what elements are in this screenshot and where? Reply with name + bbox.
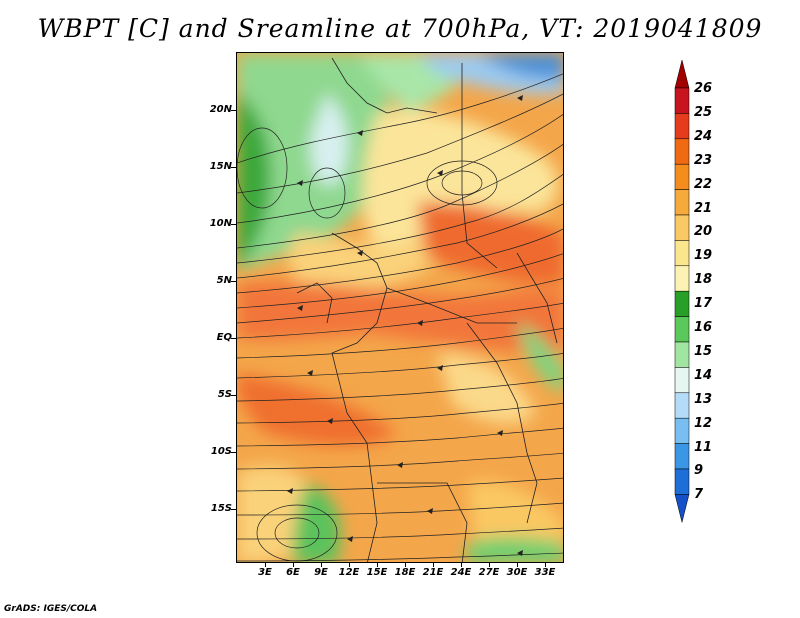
lon-tick <box>433 563 434 567</box>
lon-tick <box>545 563 546 567</box>
colorbar-cell <box>674 163 690 190</box>
lat-tick <box>231 338 236 339</box>
colorbar-label: 22 <box>694 176 713 192</box>
lon-label-12e: 12E <box>338 567 360 578</box>
colorbar-cell <box>674 189 690 216</box>
lat-label-15n: 15N <box>209 161 232 172</box>
lat-tick <box>231 167 236 168</box>
colorbar-cell <box>674 290 690 317</box>
lon-label-3e: 3E <box>258 567 272 578</box>
lon-tick <box>377 563 378 567</box>
lat-label-5s: 5S <box>217 389 232 400</box>
lon-label-21e: 21E <box>422 567 444 578</box>
colorbar-cell <box>674 113 690 140</box>
grads-credit: GrADS: IGES/COLA <box>4 604 98 614</box>
colorbar-cell <box>674 138 690 165</box>
lon-tick <box>265 563 266 567</box>
colorbar-cell <box>674 87 690 114</box>
colorbar-label: 20 <box>694 224 713 240</box>
colorbar-cell <box>674 367 690 394</box>
lat-tick <box>231 281 236 282</box>
colorbar-label: 19 <box>694 248 713 264</box>
colorbar-label: 26 <box>694 81 713 96</box>
colorbar-label: 24 <box>694 128 713 144</box>
colorbar-cell <box>674 443 690 470</box>
colorbar-cell <box>674 265 690 292</box>
map-plot-area <box>236 52 564 563</box>
colorbar-label: 16 <box>694 320 713 336</box>
colorbar-cell <box>674 316 690 343</box>
lat-tick <box>231 224 236 225</box>
lat-label-5n: 5N <box>216 275 232 286</box>
lat-label-10n: 10N <box>209 218 232 229</box>
wbpt-field <box>237 53 563 562</box>
lat-tick <box>231 395 236 396</box>
lat-label-20n: 20N <box>209 104 232 115</box>
colorbar-bottom-arrow <box>674 494 690 523</box>
colorbar-cell <box>674 392 690 419</box>
colorbar-label: 12 <box>694 415 713 431</box>
colorbar-cell <box>674 341 690 368</box>
lon-label-18e: 18E <box>394 567 416 578</box>
lon-label-30e: 30E <box>506 567 528 578</box>
lat-label-15s: 15S <box>210 503 232 514</box>
colorbar-label: 15 <box>694 343 713 359</box>
streamline-arrows <box>287 95 523 556</box>
colorbar-label: 9 <box>694 463 704 479</box>
lon-label-15e: 15E <box>366 567 388 578</box>
colorbar-cell <box>674 417 690 444</box>
lon-tick <box>293 563 294 567</box>
lon-tick <box>489 563 490 567</box>
colorbar-label: 18 <box>694 272 713 288</box>
lon-label-27e: 27E <box>478 567 500 578</box>
lon-tick <box>349 563 350 567</box>
colorbar-cell <box>674 240 690 267</box>
colorbar-label: 13 <box>694 391 713 407</box>
lon-label-6e: 6E <box>286 567 300 578</box>
lon-label-24e: 24E <box>450 567 472 578</box>
lon-tick <box>321 563 322 567</box>
colorbar-label: 23 <box>694 152 713 168</box>
country-borders <box>296 57 558 562</box>
colorbar-label: 17 <box>694 296 713 312</box>
lon-tick <box>461 563 462 567</box>
streamlines <box>237 73 563 562</box>
colorbar <box>674 60 690 523</box>
colorbar-label: 21 <box>694 200 713 216</box>
lon-tick <box>405 563 406 567</box>
colorbar-cell <box>674 214 690 241</box>
colorbar-top-arrow <box>674 60 690 89</box>
colorbar-label: 11 <box>694 439 713 455</box>
lat-tick <box>231 452 236 453</box>
lat-tick <box>231 110 236 111</box>
colorbar-label: 7 <box>694 487 704 503</box>
colorbar-label: 14 <box>694 367 713 383</box>
lon-label-33e: 33E <box>534 567 556 578</box>
lon-label-9e: 9E <box>314 567 328 578</box>
colorbar-cell <box>674 468 690 495</box>
lat-label-10s: 10S <box>210 446 232 457</box>
chart-title: WBPT [C] and Sreamline at 700hPa, VT: 20… <box>37 14 763 43</box>
lon-tick <box>517 563 518 567</box>
lat-tick <box>231 509 236 510</box>
colorbar-label: 25 <box>694 104 713 120</box>
lat-label-eq: EQ <box>216 332 232 343</box>
